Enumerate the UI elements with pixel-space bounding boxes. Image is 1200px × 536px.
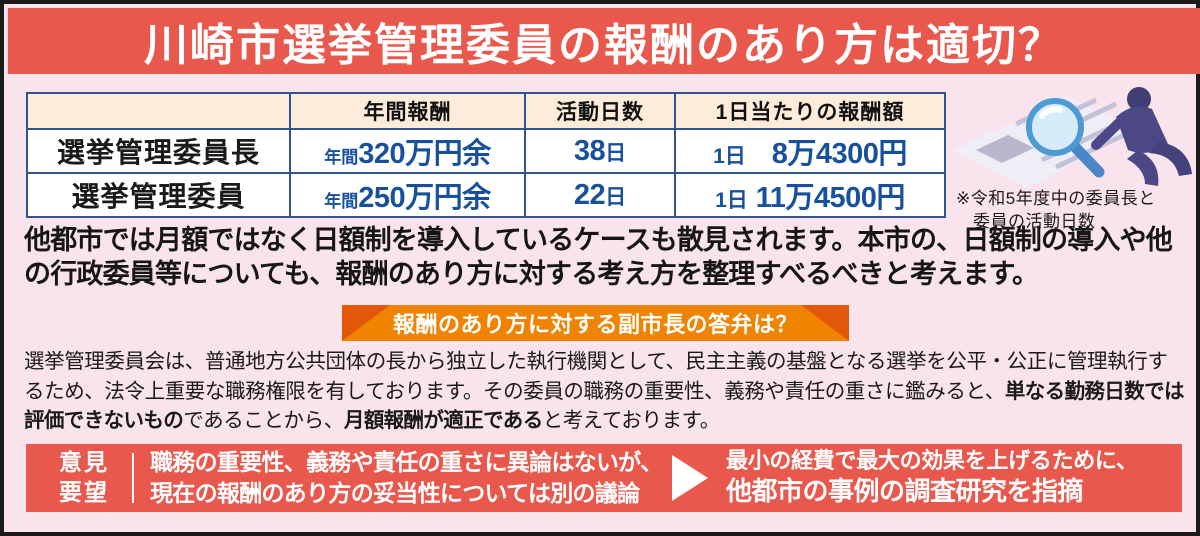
banner-title: 報酬のあり方に対する副市長の答弁は？ bbox=[392, 312, 798, 337]
table-row: 選挙管理委員長 年間320万円余 38日 1日 8万4300円 bbox=[26, 128, 946, 174]
annual-prefix: 年間 bbox=[324, 148, 359, 167]
row-label-member: 選挙管理委員 bbox=[26, 172, 291, 218]
opinion-left-line1: 職務の重要性、義務や責任の重さに異論はないが、 bbox=[150, 449, 663, 476]
page-header: 川崎市選挙管理委員の報酬のあり方は適切？ bbox=[8, 8, 1200, 74]
opinion-label-line1: 意見 bbox=[59, 449, 109, 476]
annual-value: 250万円余 bbox=[358, 182, 491, 214]
annual-cell: 年間320万円余 bbox=[289, 128, 526, 174]
answer-paragraph: 選挙管理委員会は、普通地方公共団体の長から独立した執行機関として、民主主義の基盤… bbox=[24, 347, 1186, 436]
right-arrow-icon bbox=[672, 455, 708, 501]
annual-value: 320万円余 bbox=[358, 138, 491, 170]
answer-bold1: 単なる勤務日数では評価できないもの bbox=[24, 379, 1185, 433]
question-banner: 報酬のあり方に対する副市長の答弁は？ bbox=[342, 305, 849, 341]
page-title: 川崎市選挙管理委員の報酬のあり方は適切？ bbox=[144, 21, 1064, 70]
opinion-right-text: 最小の経費で最大の効果を上げるために、 他都市の事例の調査研究を指摘 bbox=[726, 447, 1138, 509]
table-header-row: 年間報酬 活動日数 1日当たりの報酬額 bbox=[26, 92, 946, 130]
daily-prefix: 1日 bbox=[715, 189, 748, 212]
days-value: 38 bbox=[573, 134, 606, 167]
opinion-divider bbox=[132, 453, 134, 503]
person-figure bbox=[1091, 87, 1192, 186]
magnifier-document-person-illustration bbox=[946, 84, 1196, 196]
daily-cell: 1日 8万4300円 bbox=[674, 128, 946, 174]
lead-paragraph: 他都市では月額ではなく日額制を導入しているケースも散見されます。本市の、日額制の… bbox=[24, 225, 1173, 289]
footnote-line2: 委員の活動日数 bbox=[973, 212, 1096, 232]
annual-cell: 年間250万円余 bbox=[289, 172, 526, 218]
opinion-right-line2: 他都市の事例の調査研究を指摘 bbox=[726, 476, 1084, 507]
banner-corner-left bbox=[342, 305, 390, 341]
row-label-chairperson: 選挙管理委員長 bbox=[26, 128, 291, 174]
answer-part3: と考えております。 bbox=[542, 409, 721, 432]
header-cell-empty bbox=[26, 92, 291, 130]
days-unit: 日 bbox=[605, 141, 627, 165]
days-cell: 22日 bbox=[524, 172, 676, 218]
daily-value: 8万4300円 bbox=[771, 138, 908, 170]
answer-bold2: 月額報酬が適正である bbox=[343, 409, 543, 432]
days-value: 22 bbox=[573, 178, 606, 211]
opinion-request-box: 意見 要望 職務の重要性、義務や責任の重さに異論はないが、 現在の報酬のあり方の… bbox=[26, 444, 1182, 512]
opinion-left-text: 職務の重要性、義務や責任の重さに異論はないが、 現在の報酬のあり方の妥当性につい… bbox=[150, 447, 666, 508]
opinion-label-line2: 要望 bbox=[59, 479, 109, 505]
footnote-line1: ※令和5年度中の委員長と bbox=[956, 189, 1156, 208]
magnifier-icon bbox=[1026, 98, 1105, 178]
answer-part1: 選挙管理委員会は、普通地方公共団体の長から独立した執行機関として、民主主義の基盤… bbox=[24, 350, 1168, 403]
banner-corner-right bbox=[801, 305, 849, 341]
daily-value: 11万4500円 bbox=[755, 182, 906, 214]
magnifier-illustration-svg bbox=[954, 87, 1192, 188]
opinion-left-line2: 現在の報酬のあり方の妥当性については別の議論 bbox=[150, 480, 640, 506]
table-row: 選挙管理委員 年間250万円余 22日 1日 11万4500円 bbox=[26, 172, 946, 218]
daily-prefix: 1日 bbox=[713, 145, 746, 168]
days-cell: 38日 bbox=[524, 128, 676, 174]
header-cell-days: 活動日数 bbox=[524, 92, 676, 130]
answer-part2: であることから、 bbox=[183, 409, 344, 432]
daily-cell: 1日 11万4500円 bbox=[674, 172, 946, 218]
compensation-table: 年間報酬 活動日数 1日当たりの報酬額 選挙管理委員長 年間320万円余 38日… bbox=[26, 92, 946, 218]
annual-prefix: 年間 bbox=[324, 192, 359, 211]
days-unit: 日 bbox=[605, 185, 627, 209]
document-block bbox=[976, 135, 1034, 163]
opinion-label: 意見 要望 bbox=[46, 448, 122, 508]
header-cell-daily: 1日当たりの報酬額 bbox=[674, 92, 946, 130]
table-footnote: ※令和5年度中の委員長と 委員の活動日数 bbox=[956, 187, 1156, 234]
opinion-right-line1: 最小の経費で最大の効果を上げるために、 bbox=[726, 447, 1138, 473]
header-cell-annual: 年間報酬 bbox=[289, 92, 526, 130]
